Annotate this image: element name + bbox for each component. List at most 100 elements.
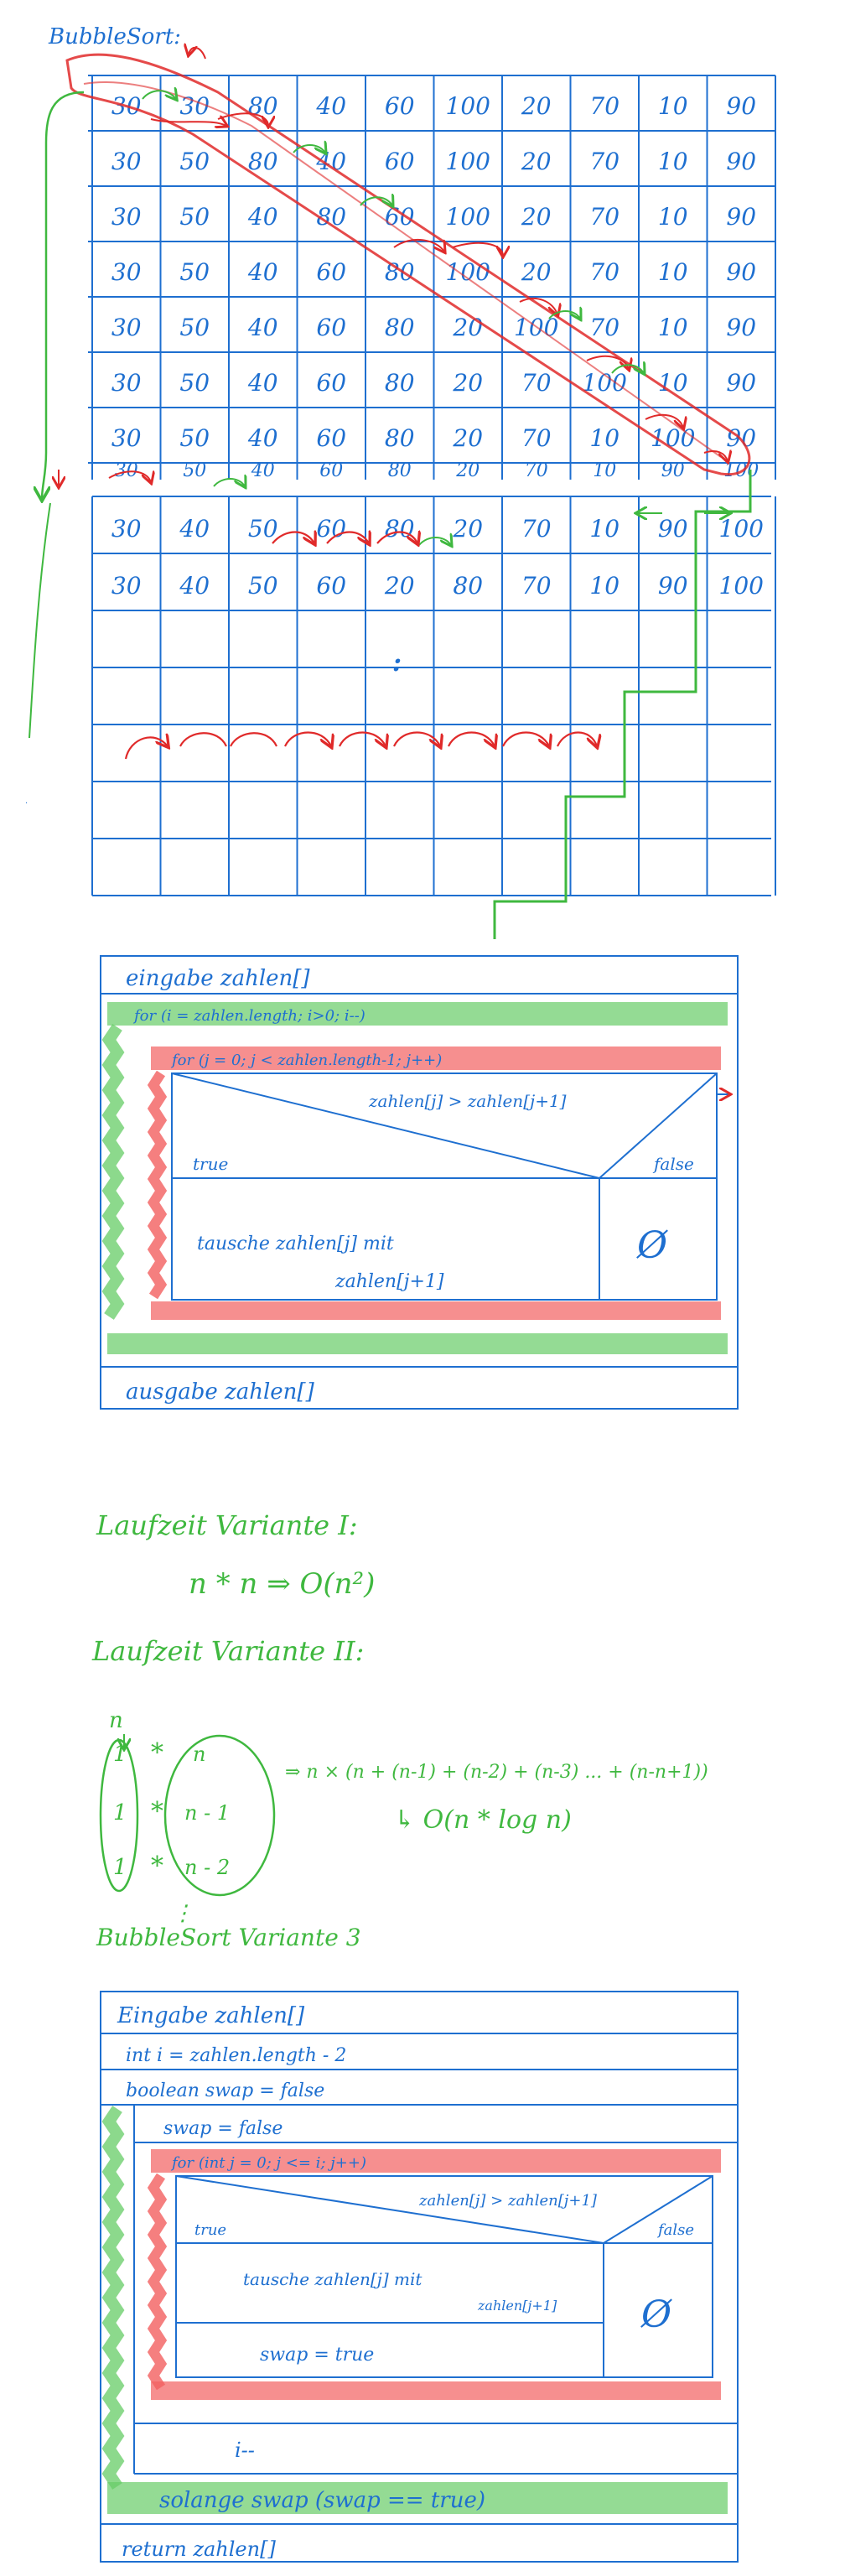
- pass2-cell: 40: [179, 572, 210, 600]
- nsd1-condition: zahlen[j] > zahlen[j+1]: [368, 1091, 567, 1111]
- pass2-cell: 10: [589, 515, 619, 543]
- nsd2-for-bottom: [151, 2381, 721, 2400]
- trace-cell: 40: [247, 369, 278, 397]
- trace-cell: 60: [316, 369, 346, 397]
- trace-cell: 50: [179, 314, 210, 341]
- outer-loop-bottom: [107, 1333, 728, 1354]
- runtime-times-2: *: [151, 1797, 163, 1826]
- pass2-cell: 90: [658, 572, 688, 600]
- trace-cell: 90: [726, 92, 756, 120]
- outer-loop-highlight: [107, 1002, 728, 1026]
- trace-cell: 10: [593, 460, 616, 481]
- trace-cell: 60: [385, 92, 415, 120]
- page-title: BubbleSort:: [48, 24, 181, 49]
- trace-cell: 90: [726, 314, 756, 341]
- trace-cell: 30: [111, 424, 142, 452]
- runtime-right-3: n - 2: [184, 1856, 230, 1879]
- trace-cell: 20: [455, 460, 480, 481]
- trace-cell: 100: [446, 148, 490, 175]
- nsd2-true-action-2: zahlen[j+1]: [477, 2298, 557, 2314]
- trace-cell: 10: [658, 314, 688, 341]
- nsd2-loop-condition: solange swap (swap == true): [159, 2488, 485, 2513]
- nsd1-true-action-1: tausche zahlen[j] mit: [197, 1233, 394, 1254]
- inner-loop-bracket: [147, 1070, 168, 1300]
- nsd2-set-swap: swap = true: [260, 2345, 374, 2366]
- trace-cell: 20: [521, 203, 552, 231]
- outer-loop-bracket: [101, 1024, 125, 1320]
- trace-cell: 60: [385, 203, 415, 231]
- do-while-bottom: [107, 2482, 728, 2514]
- do-while-bracket: [101, 2106, 125, 2490]
- nsd2-reset-swap: swap = false: [163, 2118, 283, 2139]
- trace-cell: 40: [247, 314, 278, 341]
- nsd2-true-label: true: [194, 2221, 226, 2239]
- runtime-v2-title: Laufzeit Variante II:: [91, 1635, 364, 1667]
- trace-cell: 30: [111, 369, 142, 397]
- trace-cell: 10: [658, 92, 688, 120]
- nsd2-caption: BubbleSort Variante 3: [96, 1924, 361, 1951]
- trace-cell: 10: [589, 424, 619, 452]
- runtime-analysis: Laufzeit Variante I: n * n ⇒ O(n²) Laufz…: [91, 1509, 708, 1951]
- nsd2-for-bracket: [147, 2173, 168, 2391]
- pass2-cell: 40: [179, 515, 210, 543]
- pass2-cell: 60: [316, 572, 346, 600]
- trace-cell: 10: [658, 203, 688, 231]
- trace-cell: 70: [589, 258, 619, 286]
- stray-dot: .: [25, 797, 28, 806]
- swap-arrows-pass1: [59, 48, 728, 486]
- nsd2-init-i: int i = zahlen.length - 2: [126, 2045, 346, 2066]
- compare-arrows: [142, 91, 729, 545]
- nsd2-false-action: Ø: [640, 2293, 672, 2336]
- nsd2-inner-loop: for (int j = 0; j <= i; j++): [170, 2154, 366, 2172]
- pass-bracket-2: [29, 502, 51, 739]
- trace-cell: 20: [452, 314, 483, 341]
- trace-cell: 90: [726, 203, 756, 231]
- trace-grid: [88, 75, 776, 896]
- nsd1-true-action-2: zahlen[j+1]: [334, 1271, 444, 1292]
- runtime-left-1: 1: [113, 1742, 127, 1767]
- trace-ellipsis: :: [392, 648, 402, 678]
- trace-cell: 10: [658, 148, 688, 175]
- trace-cell: 40: [251, 460, 275, 481]
- trace-cell: 60: [316, 258, 346, 286]
- runtime-v1-title: Laufzeit Variante I:: [96, 1509, 358, 1541]
- trace-cell: 40: [247, 258, 278, 286]
- trace-cell: 40: [315, 148, 346, 175]
- trace-cell: 30: [179, 92, 210, 120]
- trace-cell: 30: [111, 314, 142, 341]
- trace-cell: 90: [726, 148, 756, 175]
- nsd1-true-label: true: [193, 1154, 228, 1174]
- trace-cell: 100: [583, 369, 627, 397]
- trace-cell: 40: [247, 203, 278, 231]
- nsd1-false-label: false: [652, 1154, 694, 1174]
- trace-cell: 60: [385, 148, 415, 175]
- sorted-boundary-staircase: [493, 470, 752, 939]
- trace-cell: 100: [446, 203, 490, 231]
- nsd2-true-action-1: tausche zahlen[j] mit: [243, 2269, 422, 2289]
- pass2-cell: 30: [111, 572, 142, 600]
- trace-cell: 40: [247, 424, 278, 452]
- inner-loop-highlight: [151, 1046, 721, 1070]
- trace-cell: 80: [385, 369, 415, 397]
- pass2-cell: 100: [719, 572, 764, 600]
- nsd2-decrement: i--: [235, 2438, 255, 2462]
- trace-cell: 30: [111, 258, 142, 286]
- nsd2-return: return zahlen[]: [122, 2537, 276, 2561]
- trace-cell: 20: [521, 148, 552, 175]
- trace-cell: 50: [183, 460, 206, 481]
- trace-cell: 30: [111, 203, 142, 231]
- trace-cell: 70: [521, 424, 552, 452]
- trace-cell: 50: [179, 424, 210, 452]
- runtime-times-3: *: [151, 1852, 163, 1881]
- trace-cell: 60: [316, 314, 346, 341]
- trace-cell: 20: [452, 424, 483, 452]
- runtime-times-1: *: [151, 1738, 163, 1768]
- trace-cell: 40: [315, 92, 346, 120]
- trace-cell: 60: [316, 424, 346, 452]
- inner-loop-bottom: [151, 1301, 721, 1320]
- trace-cell: 30: [111, 148, 142, 175]
- runtime-right-1: n: [193, 1742, 205, 1766]
- pass2-cell: 90: [658, 515, 688, 543]
- nsd-bubblesort-2: Eingabe zahlen[] int i = zahlen.length -…: [100, 1991, 739, 2563]
- runtime-v1-formula: n * n ⇒ O(n²): [189, 1567, 375, 1601]
